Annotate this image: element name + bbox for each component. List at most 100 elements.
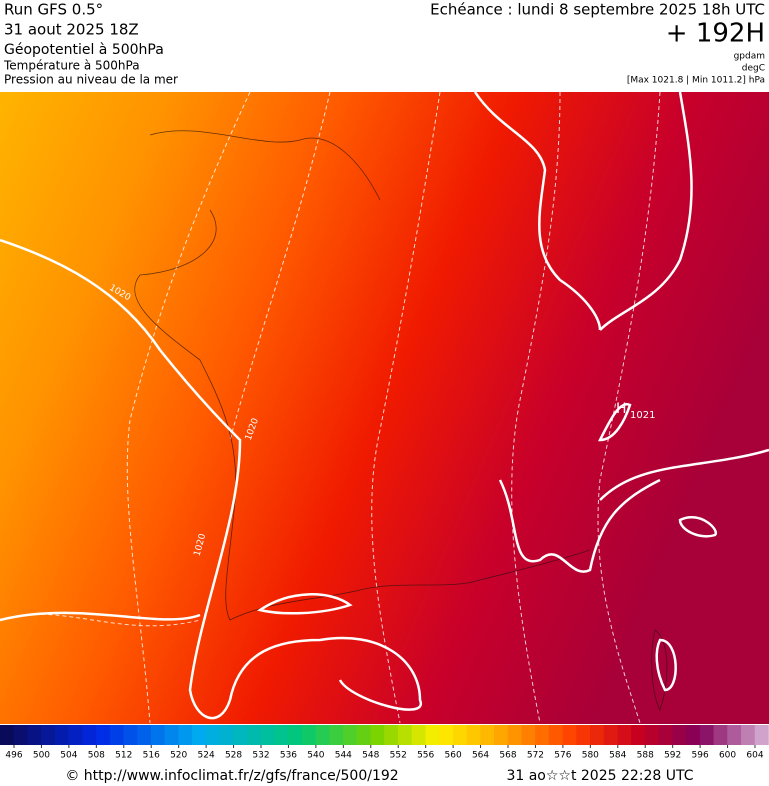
colorbar-swatch — [411, 725, 426, 745]
colorbar-swatch — [164, 725, 179, 745]
colorbar-swatch — [562, 725, 577, 745]
high-marker: H — [616, 401, 627, 417]
temperature-field — [0, 92, 769, 724]
colorbar-swatch — [754, 725, 769, 745]
colorbar-label: 596 — [692, 751, 709, 761]
timestamp: 31 ao☆☆t 2025 22:28 UTC — [506, 768, 693, 784]
field-label: Température à 500hPa — [3, 59, 140, 73]
colorbar-swatch — [247, 725, 262, 745]
isotherms — [0, 91, 661, 724]
colorbar-swatch — [658, 725, 673, 745]
colorbar-label: 548 — [362, 751, 379, 761]
colorbar-swatch — [13, 725, 28, 745]
colorbar-swatch — [178, 725, 193, 745]
unit: degC — [742, 64, 765, 74]
colorbar-swatch — [329, 725, 344, 745]
colorbar-swatch — [590, 725, 605, 745]
colorbar-swatch — [452, 725, 468, 745]
colorbar-swatch — [288, 725, 303, 745]
colorbar-label: 504 — [60, 751, 77, 761]
colorbar-swatch — [397, 725, 413, 745]
colorbar-label: 532 — [252, 751, 269, 761]
colorbar-swatch — [109, 725, 124, 745]
colorbar-swatch — [370, 725, 385, 745]
colorbar-swatch — [603, 725, 618, 745]
colorbar-swatch — [356, 725, 371, 745]
colorbar-swatch — [439, 725, 454, 745]
colorbar-swatch — [301, 725, 317, 745]
valid-time: Echéance : lundi 8 septembre 2025 18h UT… — [430, 1, 765, 19]
colorbar-swatch — [205, 725, 221, 745]
colorbar-label: 540 — [307, 751, 324, 761]
colorbar-label: 500 — [33, 751, 50, 761]
colorbar-swatch — [274, 725, 289, 745]
colorbar-label: 604 — [746, 751, 763, 761]
colorbar-swatch — [260, 725, 275, 745]
colorbar-swatch — [644, 725, 660, 745]
source-url: © http://www.infoclimat.fr/z/gfs/france/… — [65, 768, 398, 784]
colorbar-label: 572 — [527, 751, 544, 761]
pressure-range: [Max 1021.8 | Min 1011.2] hPa — [627, 76, 765, 86]
run-label: Run GFS 0.5° — [4, 1, 103, 19]
colorbar-swatch — [315, 725, 330, 745]
colorbar-swatch — [699, 725, 715, 745]
colorbar-swatch — [68, 725, 83, 745]
colorbar-swatch — [233, 725, 248, 745]
isobar-label: 1021 — [630, 410, 655, 421]
colorbar: 496 500 504 508 512 516 520 524 528 532 536 540 544 5… — [0, 725, 769, 761]
colorbar-label: 592 — [664, 751, 681, 761]
colorbar-label: 528 — [225, 751, 242, 761]
colorbar-swatch — [343, 725, 358, 745]
field-label: Géopotentiel à 500hPa — [4, 42, 164, 58]
colorbar-label: 552 — [390, 751, 407, 761]
colorbar-swatch — [617, 725, 632, 745]
colorbar-swatch — [41, 725, 56, 745]
colorbar-swatch — [535, 725, 550, 745]
colorbar-swatch — [425, 725, 440, 745]
unit: gpdam — [734, 52, 765, 62]
colorbar-swatch — [686, 725, 701, 745]
colorbar-swatch — [384, 725, 399, 745]
colorbar-swatch — [219, 725, 234, 745]
colorbar-swatch — [82, 725, 97, 745]
colorbar-swatch — [137, 725, 152, 745]
colorbar-swatch — [672, 725, 687, 745]
colorbar-label: 512 — [115, 751, 132, 761]
map: 1020 1020 1020 1021 H — [0, 91, 769, 724]
colorbar-label: 560 — [445, 751, 462, 761]
colorbar-label: 544 — [335, 751, 352, 761]
colorbar-swatch — [507, 725, 522, 745]
colorbar-label: 516 — [143, 751, 160, 761]
colorbar-swatch — [713, 725, 728, 745]
colorbar-swatch — [741, 725, 756, 745]
colorbar-label: 584 — [609, 751, 626, 761]
colorbar-swatch — [150, 725, 166, 745]
colorbar-swatch — [631, 725, 646, 745]
colorbar-swatch — [727, 725, 742, 745]
colorbar-swatch — [54, 725, 70, 745]
colorbar-swatch — [0, 725, 15, 745]
colorbar-label: 536 — [280, 751, 297, 761]
colorbar-label: 520 — [170, 751, 187, 761]
colorbar-label: 508 — [88, 751, 105, 761]
isobars — [0, 91, 769, 720]
colorbar-swatch — [27, 725, 42, 745]
colorbar-swatch — [576, 725, 591, 745]
colorbar-swatch — [96, 725, 111, 745]
colorbar-label: 524 — [198, 751, 215, 761]
colorbar-label: 576 — [554, 751, 571, 761]
lead-time: + 192H — [666, 19, 765, 49]
run-date: 31 aout 2025 18Z — [4, 21, 139, 39]
colorbar-label: 568 — [499, 751, 516, 761]
field-label: Pression au niveau de la mer — [4, 73, 178, 87]
colorbar-label: 556 — [417, 751, 434, 761]
colorbar-swatch — [521, 725, 536, 745]
colorbar-swatch — [466, 725, 481, 745]
colorbar-label: 496 — [5, 751, 22, 761]
colorbar-swatch — [192, 725, 207, 745]
colorbar-label: 600 — [719, 751, 736, 761]
colorbar-swatch — [480, 725, 495, 745]
colorbar-swatch — [548, 725, 564, 745]
